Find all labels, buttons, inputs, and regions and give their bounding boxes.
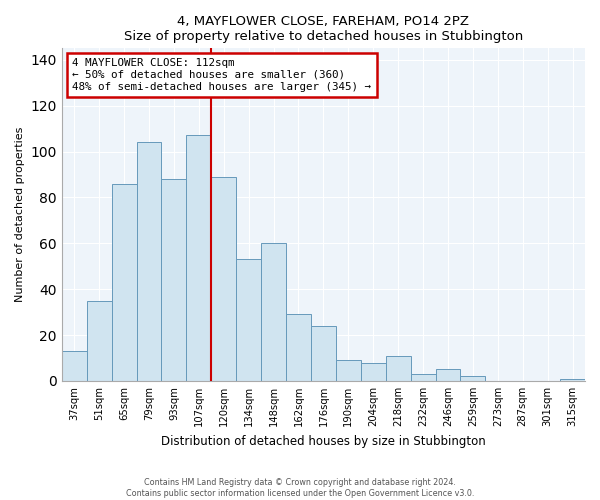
Bar bbox=[361, 362, 386, 381]
Bar bbox=[137, 142, 161, 381]
Bar bbox=[112, 184, 137, 381]
Text: 4 MAYFLOWER CLOSE: 112sqm
← 50% of detached houses are smaller (360)
48% of semi: 4 MAYFLOWER CLOSE: 112sqm ← 50% of detac… bbox=[72, 58, 371, 92]
Bar bbox=[87, 300, 112, 381]
Bar bbox=[460, 376, 485, 381]
Bar bbox=[161, 179, 187, 381]
Bar bbox=[62, 351, 87, 381]
Bar bbox=[236, 260, 261, 381]
Bar bbox=[211, 177, 236, 381]
Bar bbox=[311, 326, 336, 381]
Bar bbox=[386, 356, 410, 381]
Y-axis label: Number of detached properties: Number of detached properties bbox=[15, 127, 25, 302]
Bar bbox=[187, 136, 211, 381]
Bar bbox=[286, 314, 311, 381]
Bar bbox=[410, 374, 436, 381]
Bar bbox=[261, 244, 286, 381]
X-axis label: Distribution of detached houses by size in Stubbington: Distribution of detached houses by size … bbox=[161, 434, 486, 448]
Bar bbox=[560, 378, 585, 381]
Text: Contains HM Land Registry data © Crown copyright and database right 2024.
Contai: Contains HM Land Registry data © Crown c… bbox=[126, 478, 474, 498]
Bar bbox=[336, 360, 361, 381]
Title: 4, MAYFLOWER CLOSE, FAREHAM, PO14 2PZ
Size of property relative to detached hous: 4, MAYFLOWER CLOSE, FAREHAM, PO14 2PZ Si… bbox=[124, 15, 523, 43]
Bar bbox=[436, 370, 460, 381]
